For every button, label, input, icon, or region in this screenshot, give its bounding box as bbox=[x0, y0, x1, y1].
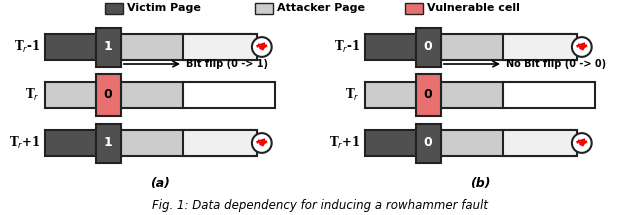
Bar bbox=[503, 34, 577, 60]
Bar bbox=[95, 74, 121, 116]
Bar bbox=[503, 130, 577, 156]
Bar bbox=[121, 34, 257, 60]
Bar bbox=[183, 82, 275, 108]
Bar bbox=[365, 82, 415, 108]
Polygon shape bbox=[579, 140, 585, 146]
Circle shape bbox=[252, 37, 272, 57]
Bar bbox=[415, 74, 441, 116]
Text: T$_r$-1: T$_r$-1 bbox=[333, 39, 360, 55]
Text: Attacker Page: Attacker Page bbox=[277, 3, 365, 13]
Text: T$_r$: T$_r$ bbox=[346, 87, 360, 103]
Bar bbox=[405, 3, 423, 14]
Text: 1: 1 bbox=[104, 40, 113, 54]
Text: Fig. 1: Data dependency for inducing a rowhammer fault: Fig. 1: Data dependency for inducing a r… bbox=[152, 198, 488, 212]
Text: 0: 0 bbox=[104, 89, 113, 101]
Bar bbox=[183, 130, 257, 156]
Bar bbox=[121, 130, 257, 156]
Bar bbox=[441, 82, 503, 108]
Text: 0: 0 bbox=[424, 40, 433, 54]
Bar bbox=[441, 130, 577, 156]
Circle shape bbox=[572, 37, 591, 57]
Polygon shape bbox=[259, 140, 265, 146]
Bar bbox=[503, 82, 595, 108]
Text: (a): (a) bbox=[150, 177, 170, 189]
Text: Bit flip (0 -> 1): Bit flip (0 -> 1) bbox=[186, 59, 268, 69]
Text: T$_r$+1: T$_r$+1 bbox=[8, 135, 40, 151]
Text: 0: 0 bbox=[424, 89, 433, 101]
Text: T$_r$+1: T$_r$+1 bbox=[328, 135, 360, 151]
Text: 0: 0 bbox=[424, 137, 433, 149]
Text: Victim Page: Victim Page bbox=[127, 3, 201, 13]
Bar bbox=[365, 34, 415, 60]
Bar bbox=[105, 3, 123, 14]
Circle shape bbox=[252, 133, 272, 153]
Bar bbox=[255, 3, 273, 14]
Bar bbox=[45, 82, 95, 108]
Polygon shape bbox=[579, 44, 585, 50]
Text: T$_r$: T$_r$ bbox=[26, 87, 40, 103]
Bar bbox=[365, 130, 415, 156]
Text: 1: 1 bbox=[104, 137, 113, 149]
Text: No Bit flip (0 -> 0): No Bit flip (0 -> 0) bbox=[506, 59, 606, 69]
Bar bbox=[45, 34, 95, 60]
Bar bbox=[415, 28, 441, 66]
Text: T$_r$-1: T$_r$-1 bbox=[13, 39, 40, 55]
Bar bbox=[95, 123, 121, 163]
Text: Vulnerable cell: Vulnerable cell bbox=[427, 3, 520, 13]
Bar bbox=[121, 82, 183, 108]
Bar bbox=[441, 34, 577, 60]
Bar bbox=[45, 130, 95, 156]
Bar bbox=[95, 28, 121, 66]
Bar bbox=[183, 34, 257, 60]
Circle shape bbox=[572, 133, 591, 153]
Text: (b): (b) bbox=[470, 177, 490, 189]
Bar bbox=[415, 123, 441, 163]
Polygon shape bbox=[259, 44, 265, 50]
